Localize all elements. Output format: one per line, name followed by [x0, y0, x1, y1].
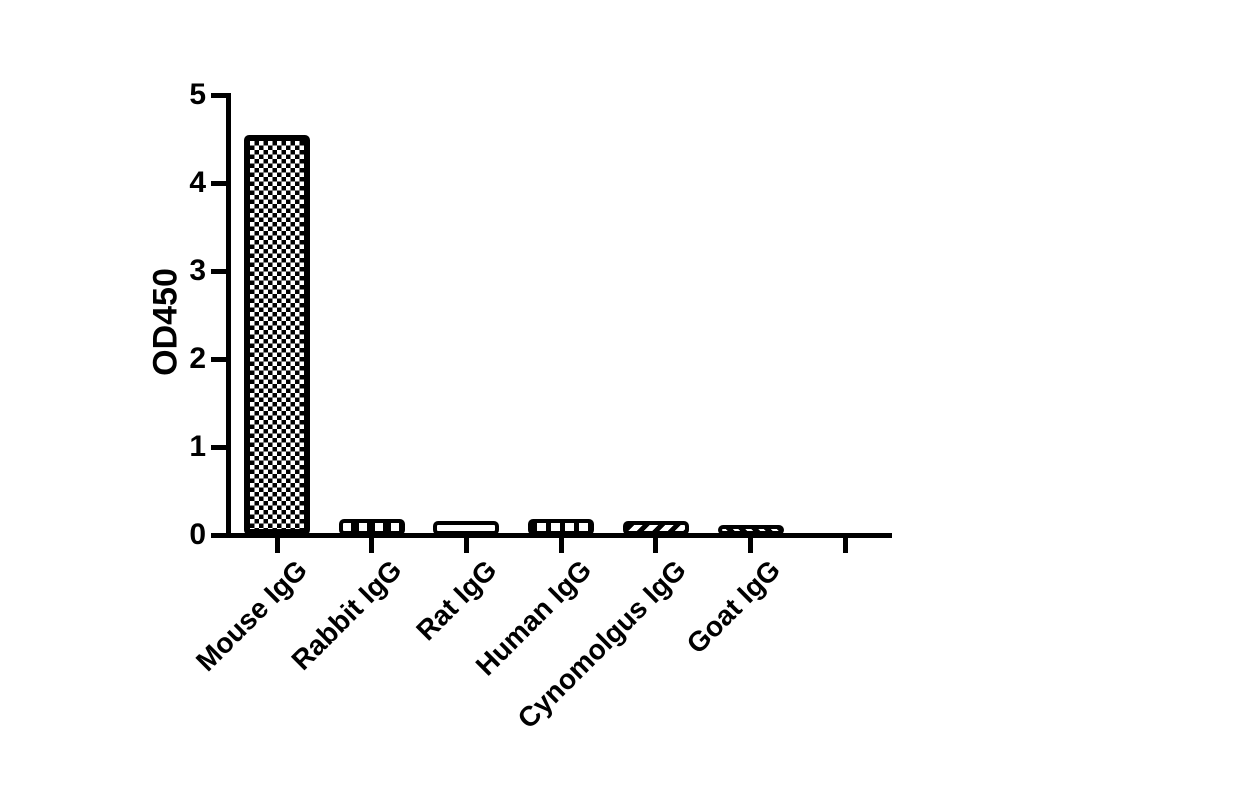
y-tick-mark: [211, 532, 226, 538]
bar-rat-igg: [433, 521, 500, 535]
y-tick-label: 1: [189, 430, 206, 463]
x-tick-mark: [558, 538, 564, 553]
y-tick-mark: [211, 444, 226, 450]
y-axis-line: [226, 93, 231, 538]
bar-mouse-igg: [244, 135, 310, 535]
x-tick-label-goat-igg: Goat IgG: [680, 554, 787, 660]
y-tick-label: 2: [189, 342, 206, 375]
x-tick-mark: [653, 538, 659, 553]
y-tick-mark: [211, 92, 226, 98]
x-tick-mark: [274, 538, 280, 553]
y-tick-label: 5: [189, 78, 206, 111]
y-tick-label: 3: [189, 254, 206, 287]
y-tick-mark: [211, 180, 226, 186]
y-tick-mark: [211, 356, 226, 362]
x-tick-label-rat-igg: Rat IgG: [410, 554, 503, 647]
x-tick-mark: [463, 538, 469, 553]
y-tick-mark: [211, 268, 226, 274]
x-tick-label-cynomolgus-igg: Cynomolgus IgG: [511, 554, 692, 735]
x-tick-mark: [842, 538, 848, 553]
y-tick-label: 4: [189, 166, 206, 199]
bar-cynomolgus-igg: [622, 521, 689, 535]
x-tick-mark: [748, 538, 753, 553]
x-axis-line: [226, 533, 892, 538]
bar-human-igg: [528, 519, 595, 535]
bar-goat-igg: [717, 525, 784, 535]
x-tick-mark: [369, 538, 375, 553]
bar-rabbit-igg: [338, 519, 405, 535]
y-tick-label: 0: [189, 518, 206, 551]
